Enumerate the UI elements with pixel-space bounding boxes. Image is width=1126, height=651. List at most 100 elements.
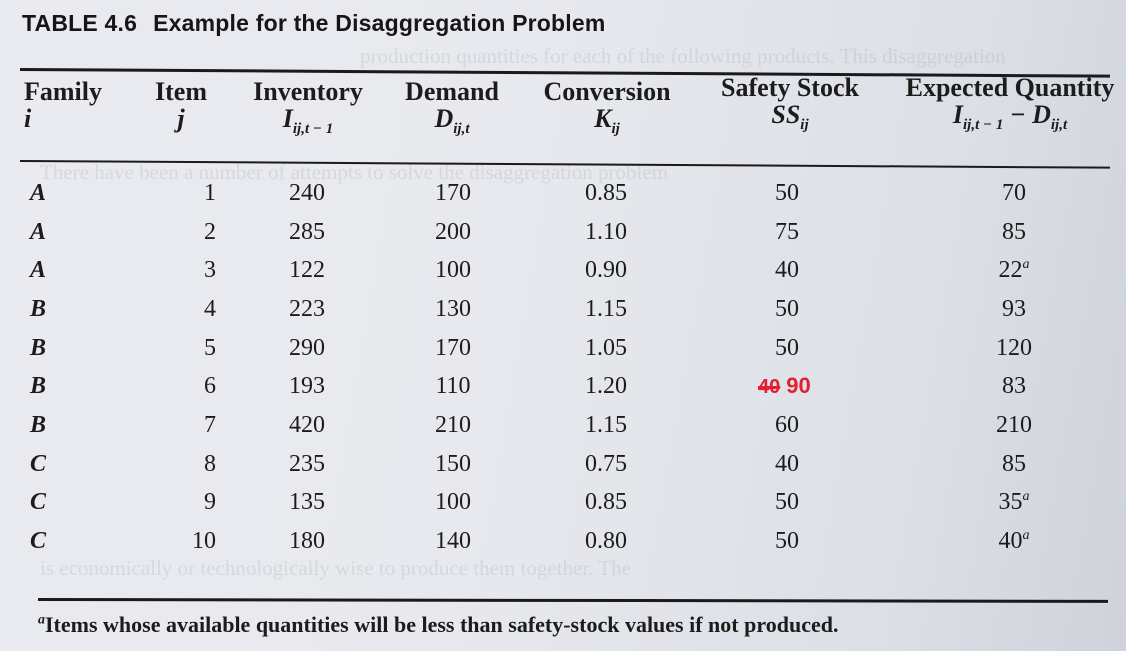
- cell-item-text: 1: [204, 180, 216, 206]
- cell-inventory: 290: [272, 335, 342, 362]
- cell-conversion-text: 1.10: [585, 218, 627, 245]
- cell-demand: 210: [418, 412, 488, 439]
- cell-expected: 35a: [974, 489, 1054, 516]
- header-family-symbol: i: [24, 104, 32, 134]
- cell-inventory: 285: [272, 219, 342, 246]
- cell-safety: 50: [752, 180, 822, 207]
- cell-family-text: C: [30, 489, 47, 516]
- cell-item-text: 5: [204, 334, 216, 361]
- cell-inventory-text: 285: [289, 218, 325, 245]
- cell-expected-text: 22: [998, 257, 1023, 284]
- header-item-symbol: j: [177, 104, 185, 134]
- cell-demand: 140: [418, 528, 488, 555]
- cell-demand: 100: [418, 257, 488, 284]
- cell-conversion: 1.05: [566, 335, 646, 362]
- cell-safety: 40: [752, 451, 822, 478]
- cell-safety: 50: [752, 335, 822, 362]
- header-expected-quantity: Expected Quantity Iij,t − 1 − Dij,t: [896, 74, 1124, 134]
- cell-item: 10: [160, 528, 216, 555]
- header-demand: Demand Dij,t: [400, 78, 504, 138]
- cell-demand-text: 170: [435, 334, 471, 361]
- cell-inventory: 122: [272, 257, 342, 284]
- cell-inventory: 135: [272, 489, 342, 516]
- cell-expected: 40a: [974, 528, 1054, 555]
- header-conversion-symbol: Kij: [594, 104, 620, 138]
- cell-family-text: B: [30, 334, 47, 361]
- cell-family: A: [30, 257, 70, 284]
- cell-safety-text: 50: [775, 295, 799, 322]
- cell-inventory: 420: [272, 412, 342, 439]
- cell-demand-text: 150: [435, 450, 471, 477]
- cell-conversion: 0.85: [566, 489, 646, 516]
- cell-expected-text: 120: [996, 334, 1032, 361]
- cell-safety-text: 50: [775, 527, 799, 554]
- cell-inventory-text: 180: [289, 527, 325, 554]
- cell-item: 4: [160, 296, 216, 323]
- table-number: TABLE 4.6: [22, 10, 138, 36]
- cell-inventory-text: 235: [289, 450, 325, 477]
- cell-conversion-text: 0.85: [585, 489, 627, 516]
- cell-family-text: B: [30, 295, 47, 322]
- cell-conversion: 1.15: [566, 412, 646, 439]
- cell-inventory: 180: [272, 528, 342, 555]
- cell-family: B: [30, 412, 70, 439]
- cell-conversion-text: 0.85: [585, 180, 627, 206]
- cell-family: C: [30, 451, 70, 478]
- cell-demand-text: 200: [435, 218, 471, 245]
- bleed-through-text: is economically or technologically wise …: [40, 556, 631, 580]
- cell-family: A: [30, 219, 70, 246]
- cell-family: A: [30, 180, 70, 207]
- cell-inventory-text: 290: [289, 334, 325, 361]
- cell-family-text: A: [30, 218, 47, 245]
- cell-conversion: 1.15: [566, 296, 646, 323]
- cell-safety-text: 50: [775, 334, 799, 361]
- cell-expected-text: 85: [1002, 218, 1026, 245]
- cell-safety-text: 60: [775, 411, 799, 438]
- header-family-label: Family: [24, 77, 102, 106]
- cell-demand-text: 130: [435, 295, 471, 322]
- cell-safety-text: 40: [775, 257, 799, 284]
- cell-expected: 83: [974, 373, 1054, 400]
- cell-safety-text: 50: [775, 180, 799, 206]
- cell-inventory-text: 223: [289, 295, 325, 322]
- cell-expected: 210: [974, 412, 1054, 439]
- cell-safety: 50: [752, 528, 822, 555]
- struck-safety-value: 40: [758, 376, 781, 399]
- cell-item: 5: [160, 335, 216, 362]
- cell-item-text: 10: [192, 527, 216, 554]
- cell-family-text: C: [30, 527, 47, 554]
- cell-safety: 50: [752, 489, 822, 516]
- cell-demand-text: 210: [435, 411, 471, 438]
- footnote-marker: a: [1022, 489, 1030, 505]
- cell-inventory-text: 135: [289, 489, 325, 516]
- cell-family: C: [30, 528, 70, 555]
- footnote-marker: a: [38, 612, 45, 628]
- cell-item-text: 6: [204, 373, 216, 400]
- header-item-label: Item: [155, 77, 207, 106]
- cell-conversion: 0.75: [566, 451, 646, 478]
- cell-conversion-text: 1.15: [585, 411, 627, 438]
- header-item: Item j: [150, 78, 212, 133]
- cell-item-text: 8: [204, 450, 216, 477]
- cell-expected-text: 85: [1002, 450, 1026, 477]
- header-demand-label: Demand: [405, 77, 499, 106]
- cell-conversion-text: 1.20: [585, 373, 627, 400]
- cell-demand-text: 140: [435, 527, 471, 554]
- cell-safety: 40 90: [758, 373, 868, 400]
- cell-demand: 200: [418, 219, 488, 246]
- cell-family: B: [30, 335, 70, 362]
- cell-family-text: C: [30, 450, 47, 477]
- cell-conversion: 0.90: [566, 257, 646, 284]
- header-conversion-label: Conversion: [543, 77, 671, 106]
- cell-safety: 50: [752, 296, 822, 323]
- table-caption: Example for the Disaggregation Problem: [153, 10, 606, 36]
- header-inventory: Inventory Iij,t − 1: [248, 78, 368, 138]
- cell-conversion-text: 0.80: [585, 527, 627, 554]
- cell-expected: 120: [974, 335, 1054, 362]
- cell-safety: 40: [752, 257, 822, 284]
- cell-inventory: 235: [272, 451, 342, 478]
- cell-conversion: 0.85: [566, 180, 646, 207]
- cell-expected-text: 83: [1002, 373, 1026, 400]
- footnote-marker: a: [1022, 257, 1030, 273]
- cell-item: 8: [160, 451, 216, 478]
